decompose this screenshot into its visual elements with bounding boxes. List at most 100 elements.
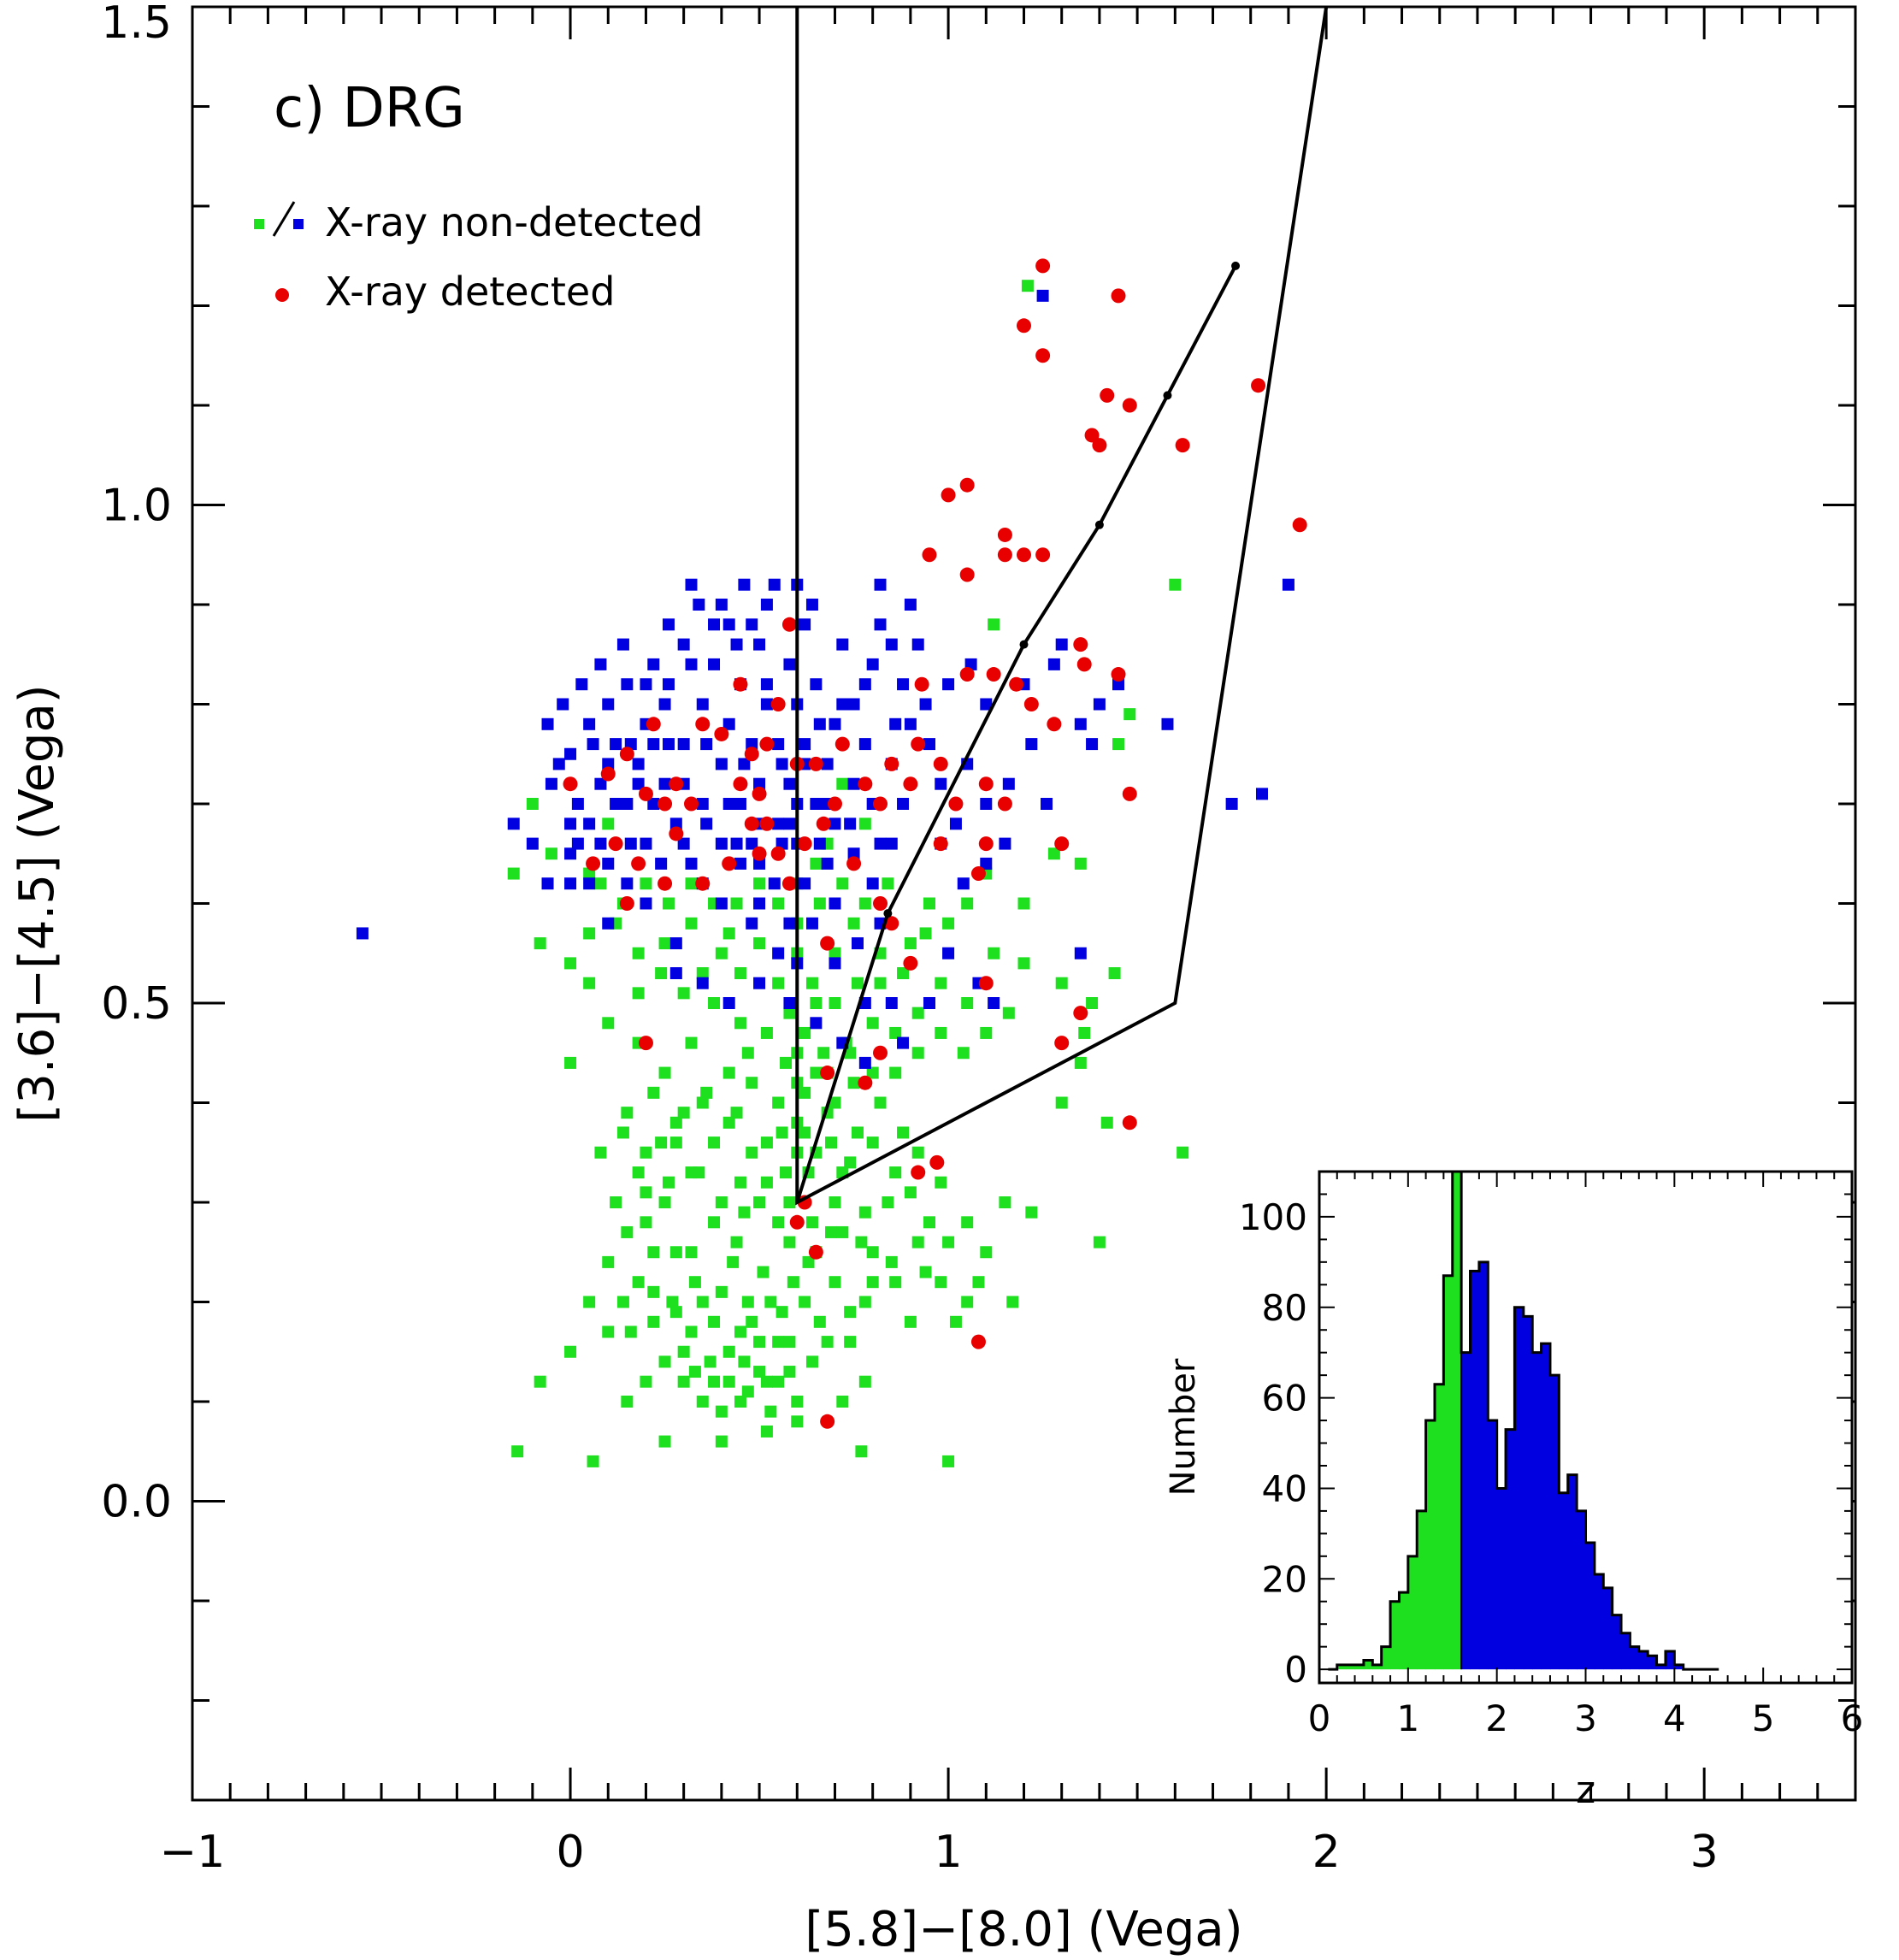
scatter-point xyxy=(730,897,743,910)
scatter-point xyxy=(855,1236,868,1249)
scatter-point xyxy=(821,758,834,770)
scatter-point xyxy=(1123,708,1136,721)
scatter-point xyxy=(866,1246,879,1259)
scatter-point-xray xyxy=(816,816,831,831)
scatter-point-xray xyxy=(808,756,823,771)
scatter-point xyxy=(640,1216,652,1229)
scatter-point xyxy=(621,877,634,890)
scatter-point xyxy=(734,1176,746,1189)
scatter-point-xray xyxy=(858,1075,873,1090)
histogram-bar xyxy=(1514,1307,1525,1670)
scatter-point xyxy=(640,897,652,910)
scatter-point xyxy=(669,937,682,950)
scatter-point xyxy=(923,738,935,751)
scatter-point xyxy=(722,1375,735,1388)
scatter-point xyxy=(685,877,698,890)
scatter-point xyxy=(858,1056,871,1069)
scatter-point xyxy=(564,877,577,890)
scatter-point xyxy=(738,1355,751,1368)
legend-label-detected: X-ray detected xyxy=(325,269,615,315)
scatter-point xyxy=(972,1276,985,1289)
histogram-bar xyxy=(1612,1615,1622,1670)
scatter-point-xray xyxy=(563,776,578,792)
scatter-point xyxy=(575,678,588,691)
scatter-point xyxy=(677,1345,690,1358)
inset-y-tick-label: 0 xyxy=(1284,1649,1307,1691)
scatter-point xyxy=(911,1007,924,1019)
scatter-point xyxy=(753,937,766,950)
track-node xyxy=(1231,261,1241,270)
scatter-point xyxy=(621,1396,634,1408)
scatter-point-xray xyxy=(770,697,786,711)
scatter-point xyxy=(961,1216,974,1229)
scatter-point xyxy=(708,1315,721,1328)
scatter-point xyxy=(662,1176,675,1189)
y-tick-label: 1.5 xyxy=(101,0,172,49)
scatter-point xyxy=(1093,1236,1106,1249)
scatter-point xyxy=(1169,578,1182,591)
scatter-point xyxy=(813,717,826,730)
scatter-point xyxy=(507,867,520,880)
scatter-point xyxy=(1161,717,1174,730)
scatter-point xyxy=(688,1366,701,1378)
scatter-point-xray xyxy=(759,736,775,752)
scatter-point xyxy=(587,738,599,751)
scatter-point xyxy=(1025,1206,1038,1219)
scatter-point xyxy=(557,698,569,711)
scatter-point xyxy=(688,1276,701,1289)
scatter-point xyxy=(813,1315,826,1328)
scatter-point xyxy=(632,947,645,959)
scatter-point xyxy=(715,1435,728,1448)
track-node xyxy=(1094,520,1104,529)
scatter-point xyxy=(897,967,910,980)
x-tick-label: −1 xyxy=(160,1827,226,1878)
scatter-point xyxy=(708,658,721,670)
scatter-point xyxy=(647,738,660,751)
scatter-point xyxy=(961,997,974,1009)
scatter-point-xray xyxy=(1122,786,1137,801)
main-plot-frame xyxy=(191,5,1857,1802)
scatter-point xyxy=(1074,857,1087,870)
scatter-point xyxy=(647,1285,660,1298)
scatter-point-xray xyxy=(933,756,948,771)
scatter-point xyxy=(669,1116,682,1129)
histogram-bar xyxy=(1346,1664,1356,1670)
scatter-point xyxy=(753,638,766,651)
scatter-point xyxy=(658,1435,671,1448)
scatter-point xyxy=(942,947,955,959)
scatter-point-xray xyxy=(684,796,699,812)
scatter-point xyxy=(772,818,785,830)
scatter-point-xray xyxy=(658,796,673,812)
scatter-point xyxy=(988,947,1000,959)
scatter-point xyxy=(961,897,974,910)
scatter-point xyxy=(1112,738,1125,751)
scatter-point xyxy=(534,937,546,950)
scatter-point xyxy=(858,818,871,830)
scatter-point xyxy=(847,698,860,711)
scatter-point xyxy=(632,758,645,770)
scatter-point xyxy=(507,818,520,830)
scatter-point-xray xyxy=(827,796,842,812)
scatter-point-xray xyxy=(933,836,948,852)
scatter-point xyxy=(836,877,849,890)
scatter-point-xray xyxy=(978,776,994,792)
scatter-point-xray xyxy=(1017,318,1031,334)
scatter-point xyxy=(760,678,773,691)
scatter-point xyxy=(999,837,1011,850)
scatter-point xyxy=(866,1017,879,1030)
scatter-point-xray xyxy=(820,936,835,951)
scatter-point xyxy=(836,1225,849,1238)
scatter-point xyxy=(587,1455,599,1467)
scatter-point xyxy=(1112,678,1125,691)
scatter-point xyxy=(753,1336,766,1349)
scatter-point xyxy=(640,837,652,850)
scatter-point-xray xyxy=(608,836,623,852)
inset-x-tick-label: 6 xyxy=(1841,1697,1864,1739)
scatter-point xyxy=(658,1066,671,1079)
scatter-point-xray xyxy=(997,796,1012,812)
scatter-point xyxy=(741,1385,754,1398)
inset-x-tick-label: 1 xyxy=(1396,1697,1419,1739)
histogram-bar xyxy=(1425,1420,1436,1670)
scatter-point xyxy=(708,1375,721,1388)
scatter-point xyxy=(764,1296,777,1308)
